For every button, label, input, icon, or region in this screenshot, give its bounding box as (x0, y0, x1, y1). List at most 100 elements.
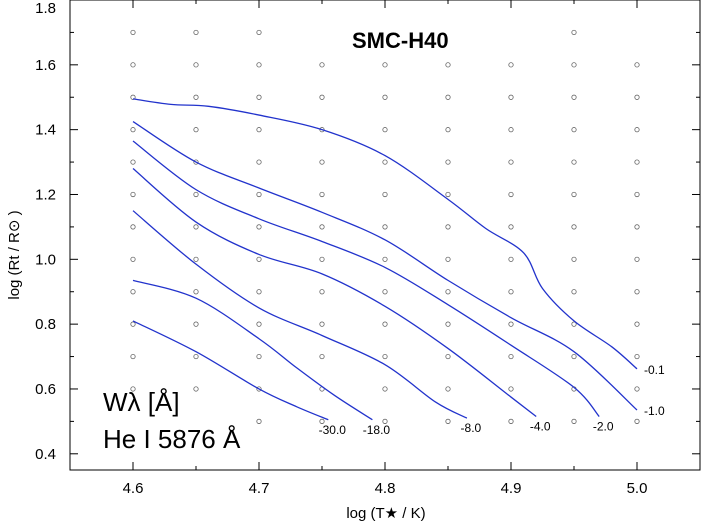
chart-title: SMC-H40 (352, 28, 449, 53)
grid-point (508, 94, 514, 100)
x-axis-label: log (T★ / K) (346, 505, 425, 522)
contour-label: -8.0 (461, 421, 482, 435)
grid-point (256, 62, 262, 68)
grid-point (130, 353, 136, 360)
grid-point (130, 256, 136, 262)
grid-point (382, 418, 388, 424)
grid-point (445, 418, 451, 424)
grid-point (130, 62, 136, 68)
grid-point (445, 62, 451, 68)
grid-point (130, 159, 136, 165)
grid-point (130, 191, 136, 198)
grid-point (130, 29, 136, 36)
contour-label: -1.0 (644, 404, 665, 418)
x-tick-label: 4.8 (375, 480, 396, 497)
grid-point (193, 127, 199, 133)
equivalent-width-contours (132, 98, 638, 421)
grid-point (571, 159, 577, 165)
grid-point (193, 256, 199, 262)
contour-labels: -0.1 -1.0 -2.0 -4.0 -8.0 -18.0 -30.0 (319, 363, 665, 437)
grid-point (445, 159, 451, 165)
grid-point (445, 127, 451, 133)
grid-point (319, 94, 325, 100)
grid-point (445, 256, 451, 262)
grid-point (571, 94, 577, 100)
grid-point (571, 224, 577, 230)
grid-point (382, 127, 388, 133)
annotation-line-2: He I 5876 Å (103, 424, 241, 454)
contour-line (132, 121, 638, 411)
grid-point (634, 191, 640, 198)
contour-line (132, 98, 638, 370)
y-tick-label: 0.4 (35, 446, 56, 463)
grid-point (508, 191, 514, 198)
grid-point (445, 353, 451, 360)
grid-point (571, 127, 577, 133)
contour-line (132, 279, 373, 421)
grid-point (382, 191, 388, 198)
grid-point (319, 289, 325, 295)
contour-label: -4.0 (530, 420, 551, 434)
x-tick-label: 4.7 (249, 480, 270, 497)
y-tick-label: 1.2 (35, 186, 56, 203)
grid-point (445, 224, 451, 230)
grid-point (193, 224, 199, 230)
x-tick-labels: 4.6 4.7 4.8 4.9 5.0 (123, 480, 648, 497)
grid-point (634, 224, 640, 230)
y-tick-label: 0.6 (35, 381, 56, 398)
y-tick-label: 1.0 (35, 251, 56, 268)
grid-point (508, 321, 514, 327)
grid-point (319, 159, 325, 165)
grid-point (256, 418, 262, 424)
grid-point (319, 321, 325, 327)
grid-point (634, 321, 640, 327)
grid-point (193, 289, 199, 295)
grid-point (508, 386, 514, 392)
grid-point (634, 159, 640, 165)
grid-point (256, 127, 262, 133)
grid-point (256, 159, 262, 165)
contour-line (132, 168, 537, 418)
grid-point (445, 321, 451, 327)
grid-point (193, 94, 199, 100)
grid-point (571, 321, 577, 327)
grid-point (571, 256, 577, 262)
y-tick-label: 1.8 (35, 0, 56, 17)
grid-point (193, 29, 199, 36)
contour-line (132, 140, 600, 417)
grid-point (508, 62, 514, 68)
grid-point (193, 353, 199, 360)
y-tick-label: 0.8 (35, 316, 56, 333)
grid-point (319, 191, 325, 198)
annotation-line-1: Wλ [Å] (103, 387, 180, 417)
grid-point (571, 62, 577, 68)
x-tick-label: 5.0 (627, 480, 648, 497)
contour-line (132, 320, 329, 421)
grid-point (256, 224, 262, 230)
grid-point (382, 94, 388, 100)
grid-point (130, 321, 136, 327)
y-tick-label: 1.4 (35, 122, 56, 139)
grid-point (634, 62, 640, 68)
grid-point (130, 224, 136, 230)
grid-point (193, 191, 199, 198)
grid-point (634, 289, 640, 295)
contour-label: -18.0 (363, 423, 391, 437)
contour-label: -30.0 (319, 423, 347, 437)
grid-point (508, 256, 514, 262)
grid-point (256, 321, 262, 327)
grid-point (508, 353, 514, 360)
contour-label: -0.1 (644, 363, 665, 377)
grid-point (382, 353, 388, 360)
grid-point (634, 94, 640, 100)
grid-point (382, 289, 388, 295)
grid-point (634, 353, 640, 360)
grid-point (571, 191, 577, 198)
y-tick-label: 1.6 (35, 57, 56, 74)
grid-point (634, 386, 640, 392)
y-tick-labels: 0.4 0.6 0.8 1.0 1.2 1.4 1.6 1.8 (35, 0, 56, 463)
grid-point (571, 289, 577, 295)
grid-point (256, 191, 262, 198)
grid-point (508, 159, 514, 165)
